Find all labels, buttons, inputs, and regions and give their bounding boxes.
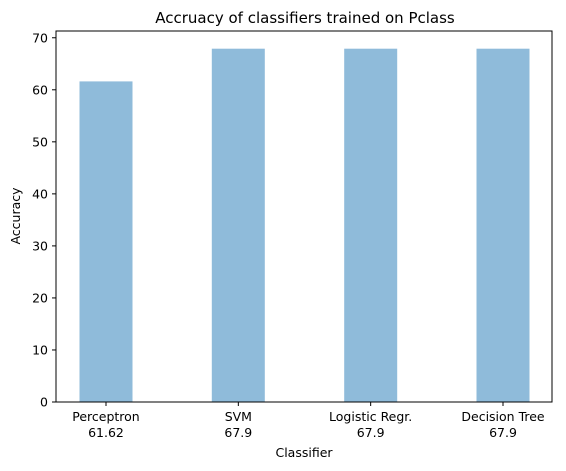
y-tick-label: 20	[32, 290, 48, 305]
plot-frame	[55, 30, 553, 403]
y-axis: 0 10 20 30 40 50 60 70	[32, 30, 56, 410]
bar-svm	[211, 48, 265, 402]
y-tick-label: 60	[32, 82, 48, 97]
bar-decision-tree	[476, 48, 530, 402]
y-tick-label: 0	[40, 395, 48, 410]
y-tick-label: 50	[32, 134, 48, 149]
x-tick-label: Perceptron	[72, 409, 139, 424]
bar-perceptron	[79, 81, 133, 403]
x-tick-value-label: 67.9	[224, 425, 252, 440]
y-axis-label: Accuracy	[8, 187, 23, 245]
chart-title: Accruacy of classifiers trained on Pclas…	[155, 9, 455, 27]
x-tick-label: Decision Tree	[461, 409, 545, 424]
x-tick-value-label: 67.9	[489, 425, 517, 440]
y-tick-label: 30	[32, 238, 48, 253]
plot-area	[79, 48, 530, 403]
x-tick-value-label: 61.62	[88, 425, 124, 440]
y-tick-label: 40	[32, 186, 48, 201]
y-tick-label: 70	[32, 30, 48, 45]
bar-logistic-regr	[344, 48, 398, 402]
x-tick-label: SVM	[225, 409, 252, 424]
x-axis-label: Classifier	[275, 445, 333, 460]
y-tick-label: 10	[32, 342, 48, 357]
x-tick-value-label: 67.9	[357, 425, 385, 440]
x-tick-label: Logistic Regr.	[329, 409, 412, 424]
